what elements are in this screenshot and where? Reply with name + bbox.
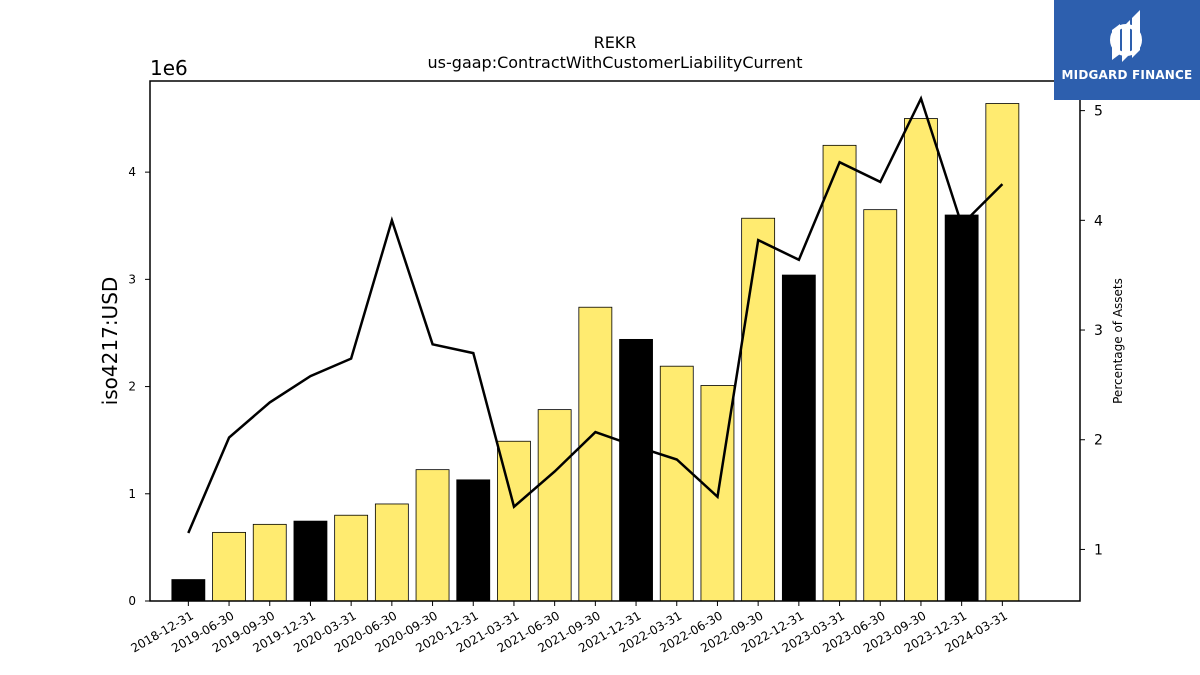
y-tick-label: 3: [128, 272, 136, 286]
y-tick-label: 1: [128, 487, 136, 501]
bar-2023-12-31: [944, 214, 979, 602]
logo-text: MIDGARD FINANCE: [1061, 68, 1193, 82]
y-tick-label: 0: [128, 594, 136, 608]
bar-2023-06-30: [863, 209, 898, 602]
bar-2021-06-30: [537, 409, 572, 602]
y-axis-label: iso4217:USD: [98, 277, 122, 406]
bar-2019-12-31: [293, 520, 328, 602]
bar-2021-09-30: [578, 306, 613, 602]
bar-2022-09-30: [741, 217, 776, 602]
bar-2019-09-30: [252, 523, 287, 602]
bar-2023-09-30: [904, 118, 938, 602]
midgard-finance-logo: MIDGARD FINANCE: [1054, 0, 1200, 100]
y2-tick-label: 3: [1094, 323, 1103, 339]
chart-title: REKR: [594, 33, 637, 52]
bar-2022-12-31: [781, 274, 816, 602]
bar-2019-06-30: [212, 531, 246, 602]
y2-axis-label: Percentage of Assets: [1111, 278, 1125, 404]
bar-2020-09-30: [415, 469, 450, 602]
bar-2024-03-31: [985, 103, 1020, 602]
plot-frame: [149, 80, 1081, 602]
bar-2022-03-31: [659, 365, 694, 602]
y2-tick-label: 1: [1094, 542, 1103, 558]
y-tick-label: 4: [128, 165, 136, 179]
y2-tick-label: 5: [1094, 104, 1103, 120]
y-offset-label: 1e6: [150, 56, 188, 80]
bar-2020-06-30: [374, 503, 409, 602]
bar-2021-12-31: [619, 338, 653, 602]
bar-2020-03-31: [334, 514, 369, 602]
bar-2023-03-31: [822, 144, 857, 602]
y-tick-label: 2: [128, 380, 136, 394]
logo-mark-icon: [1110, 10, 1142, 62]
y2-tick-label: 2: [1094, 433, 1103, 449]
chart-subtitle: us-gaap:ContractWithCustomerLiabilityCur…: [428, 53, 803, 72]
bar-2020-12-31: [456, 479, 491, 602]
y2-tick-label: 4: [1094, 213, 1103, 229]
bar-2018-12-31: [171, 579, 206, 602]
